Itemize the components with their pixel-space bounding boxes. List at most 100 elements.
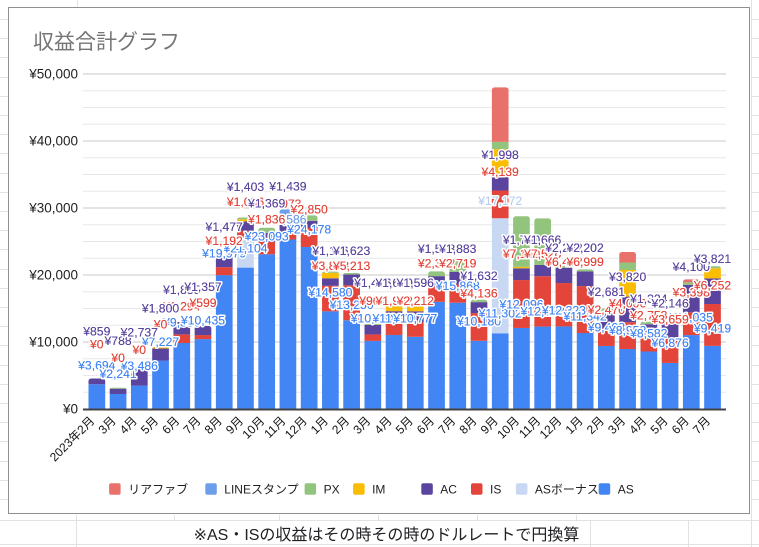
- svg-text:リアファブ: リアファブ: [128, 481, 188, 496]
- svg-text:¥11,035: ¥11,035: [669, 311, 713, 325]
- svg-text:¥4,136: ¥4,136: [459, 287, 497, 301]
- svg-text:¥599: ¥599: [188, 296, 216, 310]
- svg-text:3月: 3月: [350, 414, 373, 437]
- svg-text:11月: 11月: [516, 414, 543, 441]
- svg-text:¥1,596: ¥1,596: [396, 276, 434, 290]
- svg-text:¥1,800: ¥1,800: [141, 302, 179, 316]
- svg-text:¥2,312: ¥2,312: [417, 257, 455, 271]
- svg-text:¥9,850: ¥9,850: [162, 316, 200, 330]
- svg-text:4月: 4月: [372, 414, 395, 437]
- svg-text:¥1,800: ¥1,800: [141, 302, 179, 316]
- svg-text:¥14,580: ¥14,580: [307, 286, 352, 300]
- svg-text:¥9,408: ¥9,408: [587, 321, 625, 335]
- svg-text:¥788: ¥788: [104, 334, 132, 348]
- svg-text:¥21,104: ¥21,104: [222, 242, 267, 256]
- svg-text:¥15,868: ¥15,868: [435, 279, 480, 293]
- svg-text:¥2,202: ¥2,202: [565, 241, 603, 255]
- svg-text:¥19,979: ¥19,979: [201, 247, 246, 261]
- svg-text:¥2,202: ¥2,202: [565, 241, 603, 255]
- svg-text:8月: 8月: [202, 414, 225, 437]
- svg-text:¥17,172: ¥17,172: [477, 194, 522, 208]
- svg-text:¥7,526: ¥7,526: [523, 247, 561, 261]
- svg-text:¥4,100: ¥4,100: [672, 260, 710, 274]
- svg-text:¥3,813: ¥3,813: [311, 259, 349, 273]
- svg-text:¥1,192: ¥1,192: [205, 234, 243, 248]
- svg-text:IM: IM: [372, 482, 385, 496]
- svg-text:1月: 1月: [308, 414, 331, 437]
- svg-text:¥5,213: ¥5,213: [332, 259, 370, 273]
- svg-text:ASボーナス: ASボーナス: [535, 482, 599, 496]
- svg-text:¥1,036: ¥1,036: [226, 195, 264, 209]
- svg-text:3月: 3月: [605, 414, 628, 437]
- svg-text:11月: 11月: [261, 414, 288, 441]
- svg-text:¥4,006: ¥4,006: [608, 297, 646, 311]
- svg-text:¥2,292: ¥2,292: [544, 241, 582, 255]
- svg-text:¥788: ¥788: [104, 334, 132, 348]
- svg-text:¥2,470: ¥2,470: [587, 303, 625, 317]
- svg-text:7月: 7月: [690, 414, 713, 437]
- svg-text:¥3,398: ¥3,398: [672, 285, 710, 299]
- svg-text:4月: 4月: [117, 414, 140, 437]
- svg-text:¥10,435: ¥10,435: [180, 314, 225, 328]
- svg-text:¥3,659: ¥3,659: [650, 313, 688, 327]
- svg-text:¥1,357: ¥1,357: [183, 280, 221, 294]
- svg-text:¥11,302: ¥11,302: [478, 307, 522, 321]
- svg-text:¥1,998: ¥1,998: [481, 148, 519, 162]
- svg-text:¥1,750: ¥1,750: [502, 233, 540, 247]
- svg-text:¥2,212: ¥2,212: [396, 294, 434, 308]
- svg-text:¥2,753: ¥2,753: [629, 308, 667, 322]
- svg-text:¥8,952: ¥8,952: [608, 324, 646, 338]
- svg-text:¥2,146: ¥2,146: [650, 297, 688, 311]
- svg-text:¥11,140: ¥11,140: [372, 312, 416, 326]
- svg-text:¥599: ¥599: [188, 296, 216, 310]
- svg-text:¥1,883: ¥1,883: [438, 242, 476, 256]
- svg-text:¥12,298: ¥12,298: [520, 305, 565, 319]
- svg-text:¥7,227: ¥7,227: [141, 335, 179, 349]
- svg-text:¥1,962: ¥1,962: [374, 294, 412, 308]
- svg-text:¥12,298: ¥12,298: [520, 305, 565, 319]
- svg-text:¥3,820: ¥3,820: [608, 270, 646, 284]
- svg-text:¥0: ¥0: [110, 351, 125, 365]
- svg-text:¥12,323: ¥12,323: [541, 304, 586, 318]
- svg-text:¥2,470: ¥2,470: [587, 303, 625, 317]
- svg-text:¥23,093: ¥23,093: [244, 230, 289, 244]
- svg-text:¥10,435: ¥10,435: [180, 314, 225, 328]
- svg-text:10月: 10月: [239, 414, 267, 442]
- svg-text:¥3,486: ¥3,486: [120, 359, 158, 373]
- svg-text:¥2,241: ¥2,241: [98, 367, 136, 381]
- svg-text:¥5,213: ¥5,213: [332, 259, 370, 273]
- svg-text:¥13,250: ¥13,250: [329, 298, 374, 312]
- svg-text:¥11,342: ¥11,342: [563, 310, 607, 324]
- svg-text:¥1,324: ¥1,324: [629, 292, 667, 306]
- svg-text:6月: 6月: [669, 414, 692, 437]
- svg-text:¥11,140: ¥11,140: [372, 312, 416, 326]
- svg-text:¥1,439: ¥1,439: [268, 180, 306, 194]
- svg-text:¥1,623: ¥1,623: [332, 244, 370, 258]
- svg-text:¥1,357: ¥1,357: [183, 280, 221, 294]
- svg-text:¥1,369: ¥1,369: [247, 197, 285, 211]
- svg-text:¥50,000: ¥50,000: [28, 67, 78, 82]
- svg-text:¥3,694: ¥3,694: [77, 359, 115, 373]
- svg-text:¥6,876: ¥6,876: [650, 336, 688, 350]
- svg-text:¥14,580: ¥14,580: [307, 286, 352, 300]
- svg-text:2023年2月: 2023年2月: [47, 414, 97, 464]
- svg-text:¥964: ¥964: [358, 294, 386, 308]
- svg-text:¥3,821: ¥3,821: [693, 252, 731, 266]
- svg-text:¥1,324: ¥1,324: [629, 292, 667, 306]
- svg-text:¥1,632: ¥1,632: [459, 269, 497, 283]
- svg-text:¥6,999: ¥6,999: [565, 255, 603, 269]
- svg-text:¥10,777: ¥10,777: [392, 312, 437, 326]
- svg-text:¥9,850: ¥9,850: [162, 316, 200, 330]
- svg-text:¥1,192: ¥1,192: [205, 234, 243, 248]
- svg-text:¥1,369: ¥1,369: [247, 197, 285, 211]
- svg-text:¥1,883: ¥1,883: [438, 242, 476, 256]
- svg-text:¥1,620: ¥1,620: [374, 276, 412, 290]
- svg-text:¥2,753: ¥2,753: [629, 308, 667, 322]
- svg-text:5月: 5月: [648, 414, 671, 437]
- svg-text:¥6,472: ¥6,472: [544, 255, 582, 269]
- svg-text:¥1,477: ¥1,477: [205, 220, 243, 234]
- svg-text:¥1,855: ¥1,855: [162, 283, 200, 297]
- svg-text:¥973: ¥973: [273, 197, 301, 211]
- svg-text:¥3,486: ¥3,486: [120, 359, 158, 373]
- svg-text:¥2,146: ¥2,146: [650, 297, 688, 311]
